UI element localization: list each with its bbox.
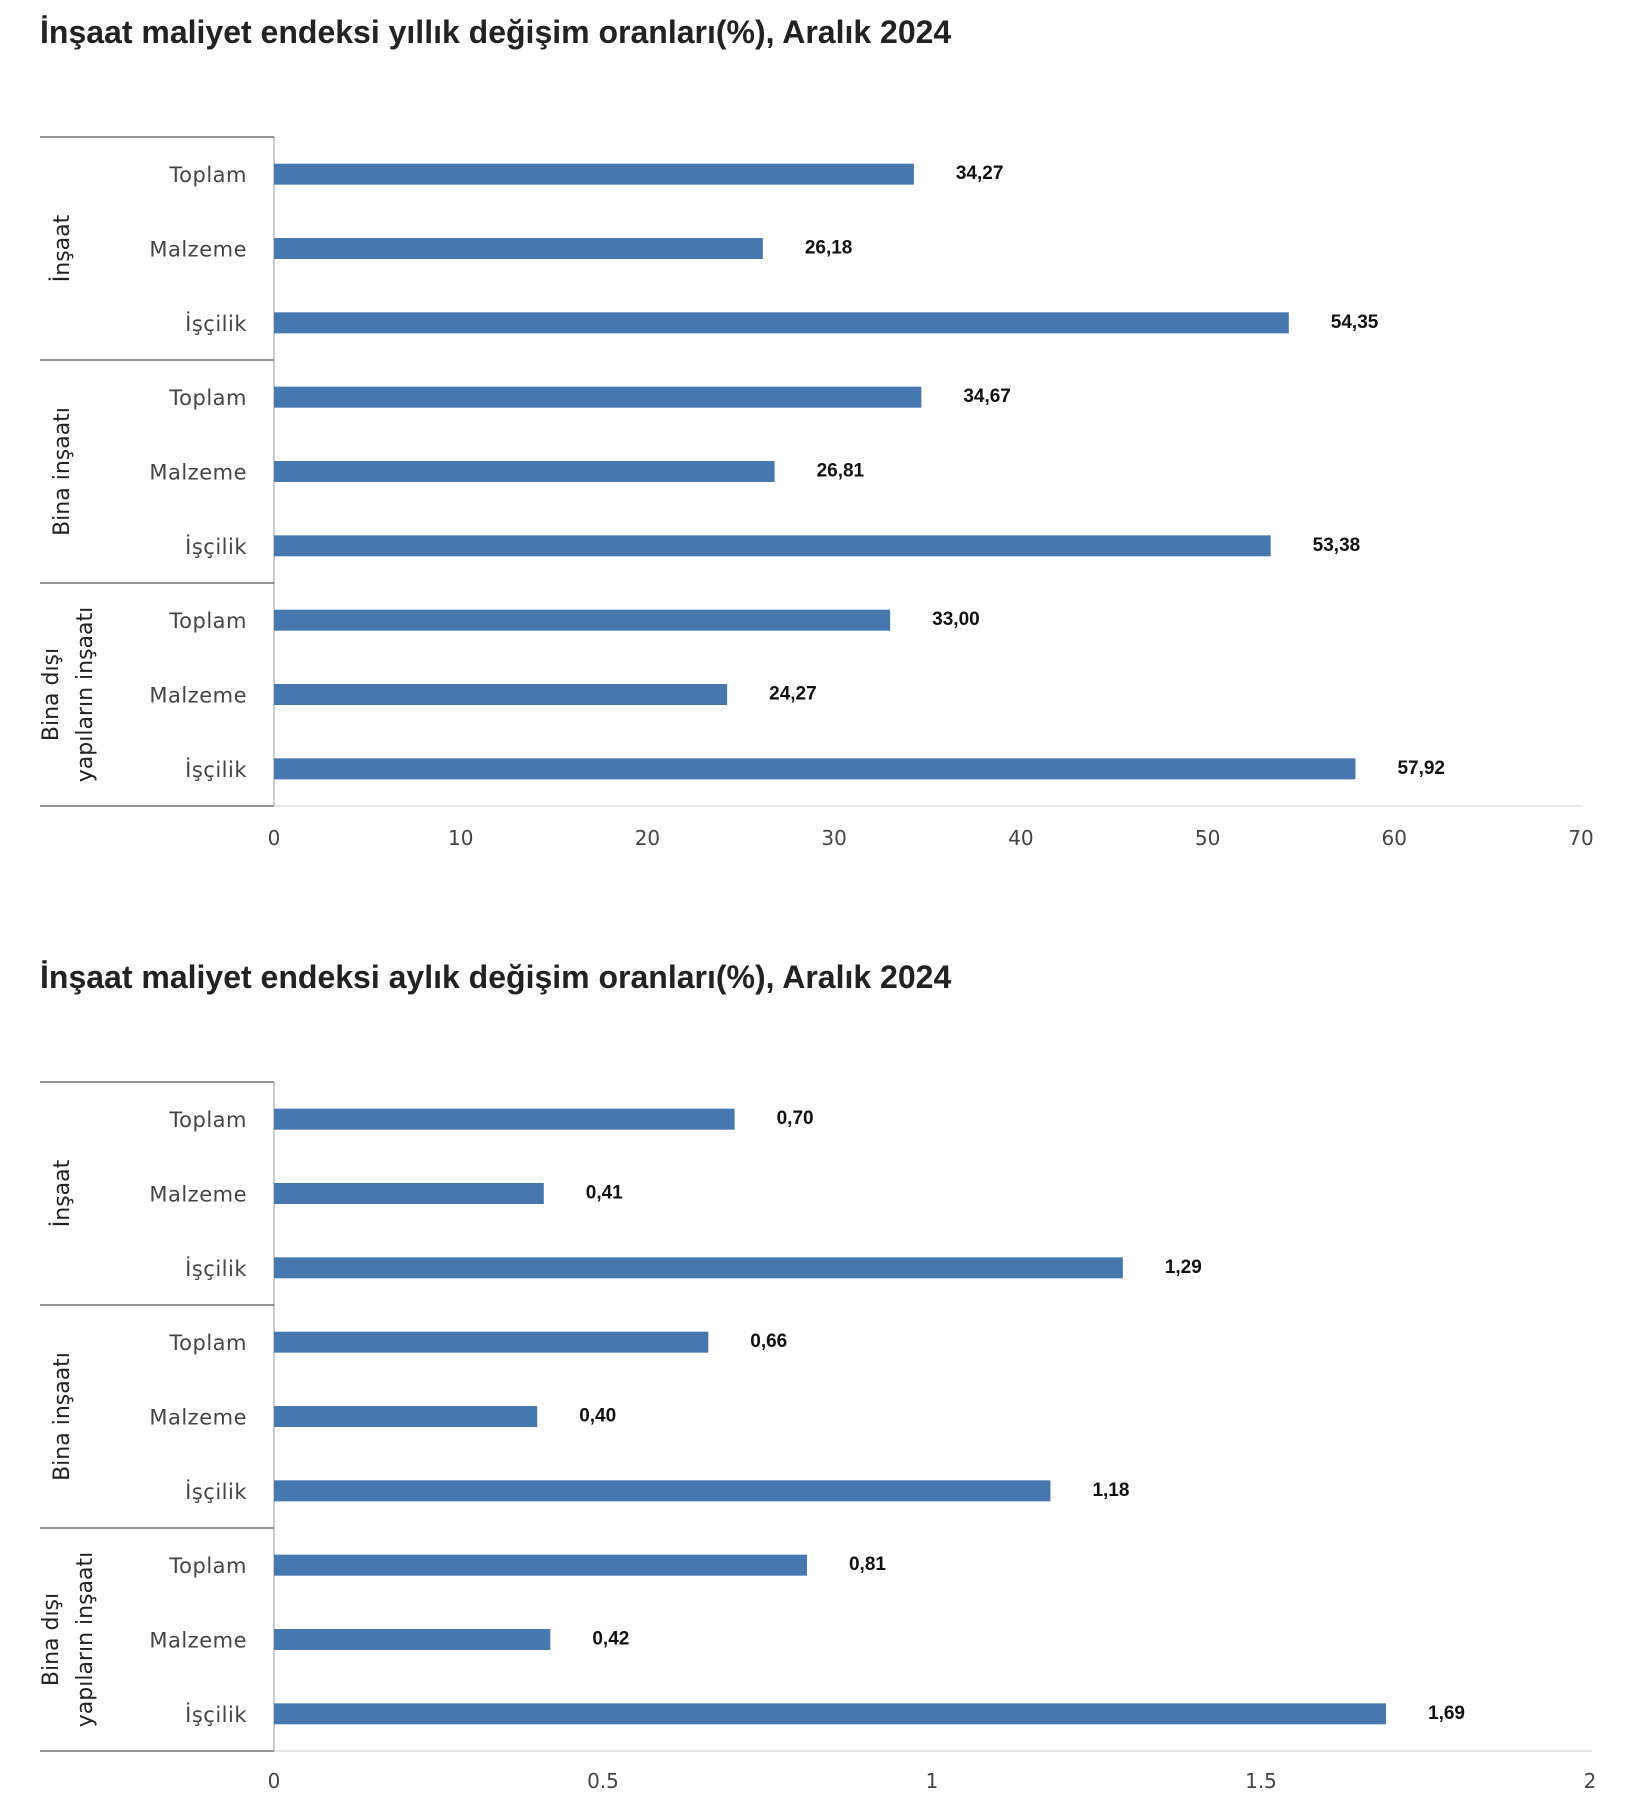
x-tick-label: 60 <box>1382 826 1407 850</box>
bar <box>274 609 891 631</box>
annual-change-chart: İnşaat maliyet endeksi yıllık değişim or… <box>0 0 1632 900</box>
data-label: 0,66 <box>750 1331 787 1352</box>
data-label: 0,81 <box>849 1554 886 1575</box>
bar <box>274 1331 709 1353</box>
category-label: Malzeme <box>149 238 247 262</box>
annual-change-bar-chart: İnşaat Toplam 34,27 Malzeme 26,18 İşçilik 54,3… <box>39 136 1594 850</box>
x-tick-label: 70 <box>1568 826 1593 850</box>
group-label: Bina dışı yapıların inşaatı <box>39 1552 98 1727</box>
data-label: 0,70 <box>777 1108 814 1129</box>
data-label: 24,27 <box>769 684 817 705</box>
category-label: Toplam <box>168 163 247 187</box>
group-label-line: yapıların inşaatı <box>73 607 98 782</box>
x-tick-label: 0 <box>268 826 281 850</box>
bar <box>274 312 1289 334</box>
chart-title: İnşaat maliyet endeksi aylık değişim ora… <box>40 959 952 995</box>
bar <box>274 1183 544 1204</box>
group-label: İnşaat <box>49 214 75 282</box>
category-label: Toplam <box>168 1331 247 1355</box>
category-label: Malzeme <box>149 1629 247 1653</box>
data-label: 1,18 <box>1092 1480 1129 1501</box>
data-label: 57,92 <box>1397 758 1445 779</box>
data-label: 1,69 <box>1428 1703 1465 1724</box>
category-label: Malzeme <box>149 1406 247 1430</box>
group-label-line: Bina dışı <box>39 1593 64 1686</box>
monthly-change-bar-chart: İnşaat Toplam 0,70 Malzeme 0,41 İşçilik 1,29 Bi… <box>39 1081 1597 1793</box>
bar <box>274 1703 1387 1725</box>
data-label: 0,41 <box>586 1183 623 1204</box>
data-label: 34,27 <box>956 163 1004 184</box>
category-label: Malzeme <box>149 1183 247 1207</box>
x-tick-label: 0 <box>268 1769 281 1793</box>
chart-title: İnşaat maliyet endeksi yıllık değişim or… <box>40 14 952 50</box>
category-label: Malzeme <box>149 684 247 708</box>
bar <box>274 1480 1051 1502</box>
group-label: Bina dışı yapıların inşaatı <box>39 607 98 782</box>
category-label: İşçilik <box>185 311 247 336</box>
data-label: 33,00 <box>932 609 980 630</box>
category-label: İşçilik <box>185 534 247 559</box>
bar <box>274 758 1356 780</box>
group-label-line: Bina dışı <box>39 648 64 741</box>
x-tick-label: 50 <box>1195 826 1220 850</box>
x-tick-label: 2 <box>1584 1769 1597 1793</box>
data-label: 34,67 <box>963 386 1011 407</box>
category-label: Toplam <box>168 609 247 633</box>
bar <box>274 238 763 259</box>
group-label-line: Bina inşaatı <box>50 1352 75 1481</box>
bar <box>274 1108 735 1130</box>
group-label: Bina inşaatı <box>50 407 75 536</box>
group-label: İnşaat <box>49 1159 75 1227</box>
x-tick-label: 1.5 <box>1245 1769 1277 1793</box>
bar <box>274 1257 1123 1279</box>
group-label-line: Bina inşaatı <box>50 407 75 536</box>
bar <box>274 386 922 408</box>
data-label: 1,29 <box>1165 1257 1202 1278</box>
category-label: İşçilik <box>185 1702 247 1727</box>
bar <box>274 684 728 705</box>
category-label: İşçilik <box>185 1479 247 1504</box>
category-label: Toplam <box>168 1108 247 1132</box>
group-label-line: İnşaat <box>49 214 75 282</box>
category-label: Toplam <box>168 386 247 410</box>
bar <box>274 461 775 482</box>
data-label: 0,42 <box>592 1629 629 1650</box>
data-label: 26,81 <box>817 461 865 482</box>
x-tick-label: 10 <box>448 826 473 850</box>
data-label: 26,18 <box>805 238 853 259</box>
data-label: 53,38 <box>1313 535 1361 556</box>
bar <box>274 535 1271 557</box>
data-label: 54,35 <box>1331 312 1379 333</box>
x-tick-label: 1 <box>926 1769 939 1793</box>
x-tick-label: 30 <box>821 826 846 850</box>
x-tick-label: 40 <box>1008 826 1033 850</box>
bar <box>274 163 914 185</box>
category-label: İşçilik <box>185 757 247 782</box>
category-label: Malzeme <box>149 461 247 485</box>
group-label-line: İnşaat <box>49 1159 75 1227</box>
x-tick-label: 0.5 <box>587 1769 619 1793</box>
bar <box>274 1629 551 1650</box>
bar <box>274 1406 538 1427</box>
monthly-change-chart: İnşaat maliyet endeksi aylık değişim ora… <box>0 945 1632 1812</box>
bar <box>274 1554 807 1576</box>
group-label: Bina inşaatı <box>50 1352 75 1481</box>
category-label: Toplam <box>168 1554 247 1578</box>
category-label: İşçilik <box>185 1256 247 1281</box>
group-label-line: yapıların inşaatı <box>73 1552 98 1727</box>
data-label: 0,40 <box>579 1406 616 1427</box>
x-tick-label: 20 <box>635 826 660 850</box>
